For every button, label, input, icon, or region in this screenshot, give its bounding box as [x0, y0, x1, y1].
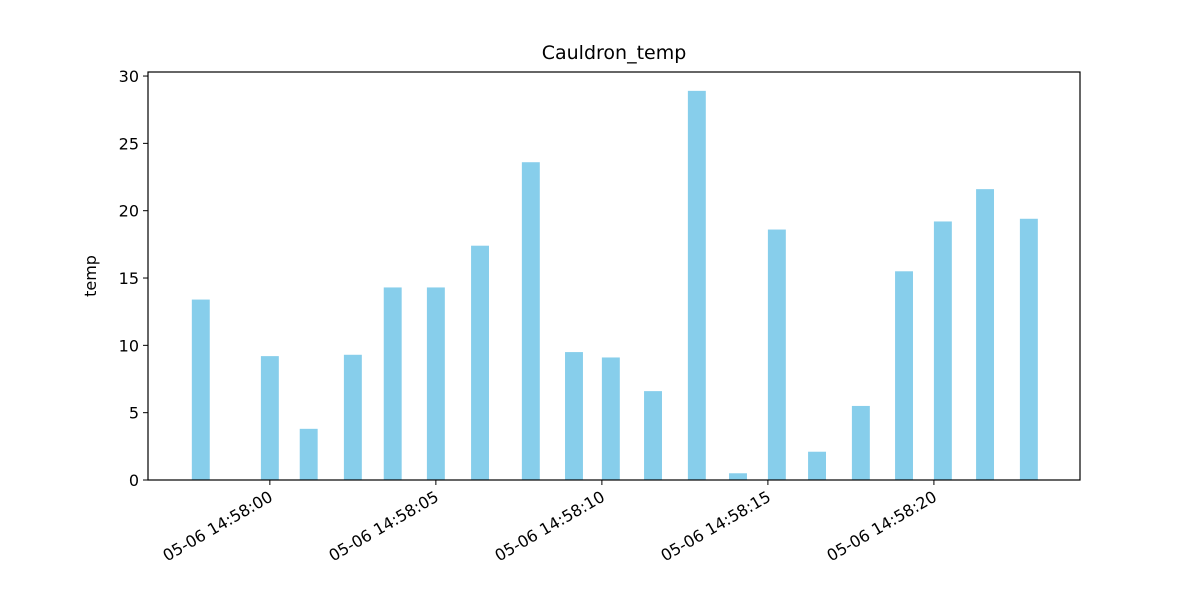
bar	[521, 162, 540, 480]
bar	[767, 229, 786, 480]
bar	[343, 354, 362, 480]
x-tick-label: 05-06 14:58:10	[491, 487, 607, 565]
x-tick-label: 05-06 14:58:15	[657, 487, 773, 565]
chart-title: Cauldron_temp	[542, 42, 687, 64]
bar	[191, 299, 210, 480]
y-axis-label: temp	[81, 255, 100, 297]
bar	[299, 428, 318, 480]
bar	[383, 287, 402, 480]
x-tick-label: 05-06 14:58:05	[325, 487, 441, 565]
bar	[729, 473, 747, 480]
bar	[1019, 218, 1038, 480]
y-tick-label: 25	[119, 134, 139, 153]
y-tick-label: 20	[119, 202, 139, 221]
bar	[976, 189, 995, 481]
x-tick-label: 05-06 14:58:00	[159, 487, 275, 565]
bar	[260, 356, 279, 480]
y-tick-label: 0	[129, 471, 139, 490]
bar	[895, 271, 913, 480]
bar	[601, 357, 620, 480]
y-tick-label: 30	[119, 67, 139, 86]
plot-frame	[147, 71, 1081, 481]
bar	[808, 451, 826, 480]
bar	[933, 221, 952, 481]
bar	[687, 90, 706, 480]
x-tick-label: 05-06 14:58:20	[824, 487, 940, 565]
y-tick-label: 10	[119, 336, 139, 355]
y-tick-label: 5	[129, 404, 139, 423]
bar	[851, 405, 870, 480]
bar	[426, 287, 445, 480]
y-tick-label: 15	[119, 269, 139, 288]
bar	[644, 391, 662, 480]
bar	[565, 352, 583, 480]
bar	[471, 245, 489, 480]
